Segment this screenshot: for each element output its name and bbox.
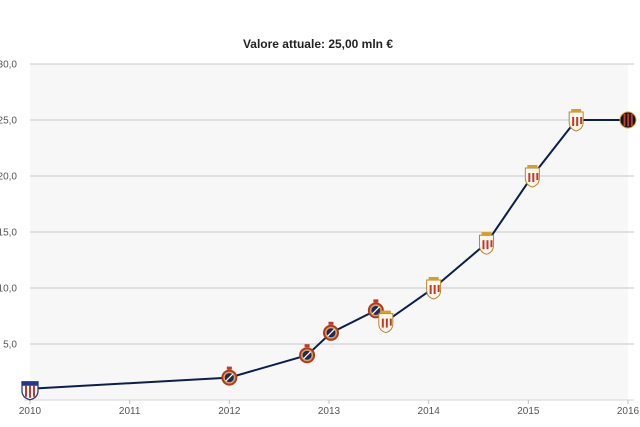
crest-crown [226,366,232,370]
crest-stripe [433,285,436,294]
chart-title: Valore attuale: 25,00 mln € [243,37,393,51]
crest-crown [571,109,582,112]
crest-stripe [429,285,432,294]
sevilla-crest-icon [478,232,494,255]
brugge-crest-icon [221,366,238,386]
x-tick-label: 2012 [218,406,241,417]
x-tick-label: 2015 [517,406,540,417]
brugge-crest-icon [299,344,316,364]
crest-stripe [580,117,583,124]
crest-stripe [572,117,575,126]
crest-stripe [486,240,489,250]
crest-stripe [630,114,633,126]
x-tick-label: 2010 [19,406,42,417]
y-tick-label: 30,0 [0,60,17,71]
crest-stripe [389,318,392,326]
crest-stripe [33,385,35,397]
crest-crown [481,232,492,236]
crest-stripe [385,318,388,328]
sevilla-crest-icon [426,277,442,300]
crest-crown [380,310,391,314]
crest-crown [304,344,310,348]
sevilla-crest-icon [524,165,540,188]
crest-crown [373,299,379,303]
crest-stripe [225,373,234,382]
crest-band [22,381,38,386]
crest-stripe [437,285,440,292]
x-tick-label: 2014 [418,406,441,417]
y-tick-label: 15,0 [0,228,17,239]
crest-stripe [536,173,539,180]
crest-stripe [482,240,485,250]
crest-crown [328,321,334,325]
crest-stripe [490,240,493,248]
crest-stripe [371,306,380,315]
x-tick-label: 2016 [617,406,640,417]
y-tick-label: 10,0 [0,284,17,295]
crest-crown [527,165,538,168]
x-tick-label: 2011 [119,406,141,417]
y-tick-label: 5,0 [3,340,17,351]
crest-stripe [303,351,311,360]
crest-stripe [623,114,626,126]
y-tick-label: 20,0 [0,172,17,183]
crest-stripe [381,318,384,328]
milan-crest-icon [619,111,637,129]
crest-stripe [528,173,531,182]
crest-stripe [576,117,579,126]
crest-stripe [327,328,335,337]
sevilla-crest-icon [378,310,394,334]
sevilla-crest-icon [568,109,584,132]
brugge-crest-icon [322,321,339,341]
crest-stripe [627,113,630,127]
crest-stripe [29,385,31,398]
plot-area: 5,0 10,0 15,0 20,0 25,0 30,0 2010 2011 2012 2013 2… [0,60,640,418]
crest-crown [428,277,439,280]
junior-crest-icon [21,381,39,401]
x-tick-label: 2013 [318,406,341,417]
crest-stripe [532,173,535,182]
crest-stripe [25,385,27,397]
y-tick-label: 25,0 [0,116,17,127]
